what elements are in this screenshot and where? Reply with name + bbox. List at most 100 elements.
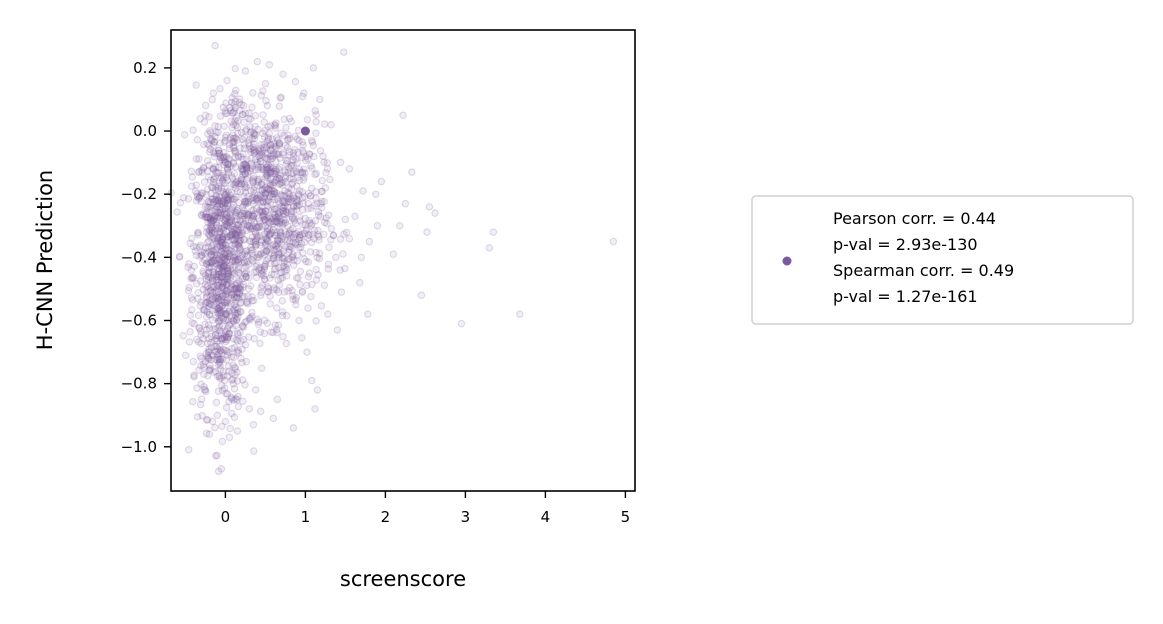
scatter-point: [196, 277, 205, 285]
scatter-point: [261, 189, 270, 197]
scatter-point: [287, 195, 295, 204]
scatter-point: [185, 338, 194, 346]
scatter-point: [200, 248, 209, 257]
scatter-point: [188, 296, 197, 304]
scatter-point: [257, 149, 265, 157]
scatter-point: [271, 264, 280, 273]
scatter-point: [238, 322, 247, 331]
scatter-point: [225, 144, 234, 153]
scatter-point: [275, 214, 284, 223]
scatter-point: [210, 268, 218, 276]
scatter-point: [224, 187, 232, 196]
scatter-point: [239, 335, 248, 344]
scatter-point: [215, 355, 224, 364]
scatter-point: [209, 216, 218, 225]
scatter-point: [207, 338, 215, 347]
scatter-point: [288, 178, 297, 187]
scatter-point: [241, 247, 250, 256]
scatter-point: [283, 230, 291, 239]
scatter-point: [266, 186, 274, 194]
scatter-point: [215, 230, 224, 239]
scatter-point: [286, 226, 295, 234]
scatter-point: [253, 57, 262, 66]
scatter-point: [246, 225, 255, 233]
scatter-point: [274, 236, 282, 245]
scatter-point: [256, 407, 265, 416]
scatter-point: [206, 145, 214, 154]
scatter-point: [240, 220, 248, 228]
scatter-point: [276, 219, 284, 228]
scatter-point: [220, 249, 228, 258]
scatter-point: [210, 138, 218, 146]
scatter-point: [235, 226, 243, 235]
scatter-point: [219, 283, 227, 292]
scatter-point: [263, 247, 271, 255]
scatter-point: [208, 195, 216, 203]
scatter-point: [289, 203, 297, 211]
scatter-point: [230, 248, 238, 256]
scatter-point: [269, 219, 277, 228]
scatter-point: [215, 293, 223, 301]
scatter-point: [242, 299, 251, 307]
scatter-point: [231, 364, 240, 373]
scatter-point: [228, 241, 237, 250]
scatter-point: [227, 314, 236, 323]
scatter-point: [219, 345, 227, 354]
scatter-point: [316, 95, 324, 104]
scatter-point: [209, 216, 218, 225]
scatter-point: [200, 140, 208, 149]
scatter-point: [212, 314, 220, 322]
scatter-point: [254, 224, 263, 232]
scatter-point: [211, 330, 220, 339]
scatter-point: [258, 129, 267, 138]
scatter-point: [237, 180, 246, 188]
scatter-point: [230, 253, 239, 261]
scatter-point: [279, 198, 288, 207]
scatter-point: [293, 173, 301, 182]
scatter-point: [292, 238, 300, 247]
scatter-point: [263, 171, 271, 180]
scatter-point: [229, 256, 237, 265]
scatter-point: [218, 235, 226, 244]
scatter-point: [248, 193, 257, 202]
scatter-point: [222, 310, 230, 318]
scatter-point: [316, 212, 325, 221]
scatter-point: [230, 314, 239, 323]
scatter-point: [211, 214, 219, 222]
scatter-point: [214, 387, 223, 395]
scatter-point: [266, 140, 275, 149]
scatter-point: [263, 149, 272, 158]
scatter-point: [240, 269, 249, 278]
scatter-point: [252, 130, 260, 139]
scatter-point: [273, 173, 282, 182]
scatter-point: [295, 212, 304, 221]
scatter-point: [215, 149, 224, 157]
scatter-point: [317, 199, 325, 208]
scatter-point: [218, 156, 226, 164]
scatter-point: [241, 250, 249, 258]
scatter-point: [236, 231, 244, 239]
scatter-point: [242, 197, 251, 206]
scatter-point: [221, 267, 229, 276]
scatter-point: [257, 193, 265, 202]
scatter-point: [277, 190, 285, 199]
scatter-point: [214, 297, 223, 305]
scatter-point: [197, 395, 206, 403]
scatter-point: [220, 221, 229, 229]
scatter-point: [204, 213, 213, 222]
scatter-point: [243, 155, 251, 164]
scatter-point: [186, 328, 194, 336]
scatter-point: [249, 175, 258, 183]
scatter-point: [211, 195, 219, 204]
scatter-point: [234, 152, 242, 160]
scatter-point: [249, 212, 258, 221]
scatter-point: [234, 198, 243, 207]
scatter-point: [356, 278, 364, 287]
scatter-point: [281, 243, 290, 251]
scatter-point: [262, 96, 270, 105]
scatter-point: [204, 213, 212, 222]
scatter-point: [215, 372, 224, 380]
scatter-point: [179, 194, 188, 202]
scatter-point: [238, 162, 246, 170]
scatter-point: [317, 302, 326, 310]
